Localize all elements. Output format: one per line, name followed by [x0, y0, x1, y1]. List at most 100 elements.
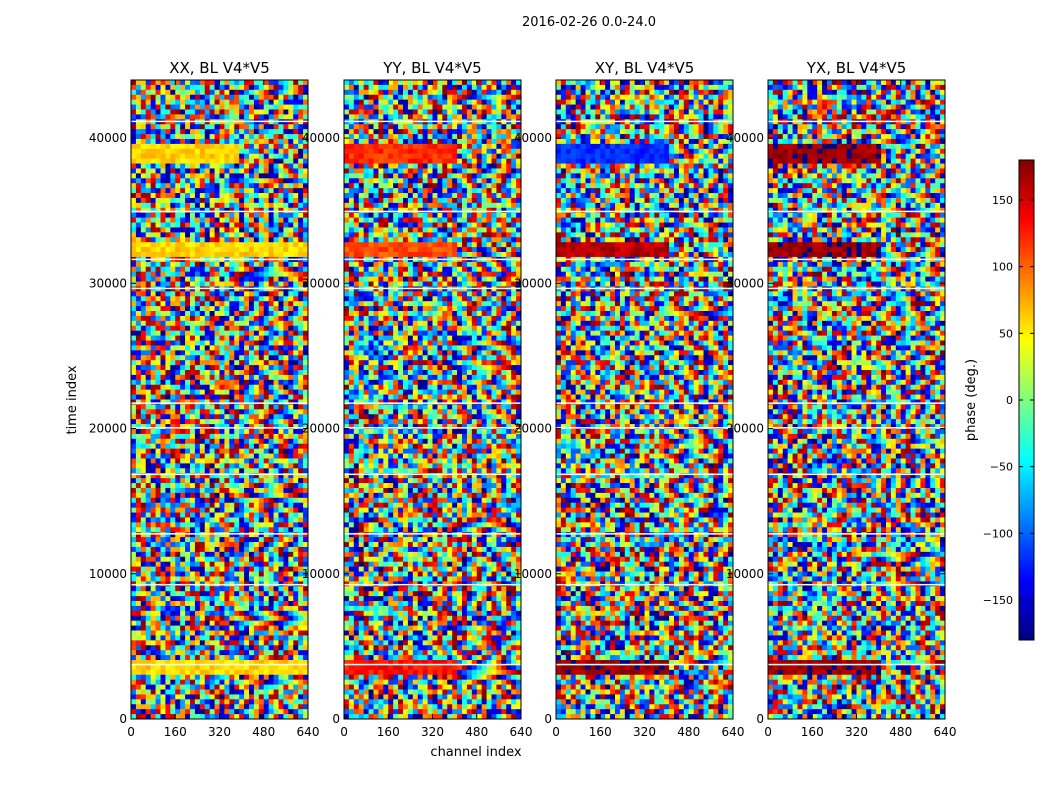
x-tick-label: 160	[801, 725, 824, 739]
flag-line	[556, 583, 733, 586]
colorbar-tick-label: 50	[999, 327, 1013, 340]
flag-line	[131, 258, 308, 261]
y-tick-label: 0	[119, 712, 127, 726]
x-axis-label: channel index	[430, 745, 521, 760]
flag-line	[344, 473, 521, 476]
panel-2: XY, BL V4*V5 0 160 320 480 640 0 10000 20000 3000…	[514, 59, 745, 739]
flag-line	[344, 287, 521, 290]
colorbar-tick-label: −100	[983, 527, 1013, 540]
panel-1: YY, BL V4*V5 0 160 320 480 640 0 10000 20000 3000…	[302, 59, 533, 739]
x-tick-label: 0	[552, 725, 560, 739]
x-tick-label: 480	[465, 725, 488, 739]
x-tick-label: 480	[252, 725, 275, 739]
y-tick-label: 40000	[89, 131, 127, 145]
y-tick-label: 20000	[514, 422, 552, 436]
x-tick-label: 160	[589, 725, 612, 739]
y-tick-label: 10000	[514, 567, 552, 581]
flag-line	[344, 120, 521, 123]
colorbar-tick-label: 0	[1006, 394, 1013, 407]
panel-title: XX, BL V4*V5	[169, 59, 270, 77]
flag-line	[768, 583, 945, 586]
x-tick-label: 320	[845, 725, 868, 739]
x-tick-label: 480	[889, 725, 912, 739]
y-tick-label: 30000	[302, 276, 340, 290]
flag-line	[768, 473, 945, 476]
flag-line	[556, 210, 733, 213]
flag-line	[344, 663, 521, 666]
flag-line	[556, 533, 733, 535]
colorbar-tick-label: −50	[990, 461, 1013, 474]
panel-title: YY, BL V4*V5	[382, 59, 481, 77]
flag-line	[556, 402, 733, 404]
flag-line	[556, 258, 733, 261]
x-tick-label: 320	[208, 725, 231, 739]
y-tick-label: 0	[544, 712, 552, 726]
flag-line	[768, 427, 945, 429]
y-tick-label: 0	[332, 712, 340, 726]
flag-line	[131, 287, 308, 290]
panel-3: YX, BL V4*V5 0 160 320 480 640 0 10000 20000 3000…	[726, 59, 957, 739]
x-tick-label: 640	[510, 725, 533, 739]
flag-line	[131, 533, 308, 535]
x-tick-label: 0	[764, 725, 772, 739]
flag-line	[768, 287, 945, 290]
y-tick-label: 30000	[89, 276, 127, 290]
x-tick-label: 640	[297, 725, 320, 739]
flag-line	[768, 533, 945, 535]
y-tick-label: 20000	[302, 422, 340, 436]
flag-line	[344, 427, 521, 429]
y-tick-label: 10000	[302, 567, 340, 581]
panels-group: XX, BL V4*V5 0 160 320 480 640 0 10000 20000 3000…	[89, 59, 957, 739]
y-tick-label: 10000	[726, 567, 764, 581]
panel-title: XY, BL V4*V5	[595, 59, 695, 77]
flag-line	[768, 120, 945, 123]
flag-line	[556, 287, 733, 290]
flag-line	[131, 210, 308, 213]
flag-line	[556, 427, 733, 429]
x-tick-label: 480	[677, 725, 700, 739]
flag-line	[131, 120, 308, 123]
x-tick-label: 0	[340, 725, 348, 739]
colorbar-tick-label: 150	[992, 194, 1013, 207]
flag-line	[131, 473, 308, 476]
colorbar-label: phase (deg.)	[964, 359, 979, 441]
y-tick-label: 20000	[726, 422, 764, 436]
flag-line	[131, 427, 308, 429]
flag-line	[768, 210, 945, 213]
colorbar: −150 −100 −50 0 50 100 150	[983, 159, 1035, 641]
y-tick-label: 30000	[726, 276, 764, 290]
flag-line	[131, 402, 308, 404]
flag-line	[131, 663, 308, 666]
y-tick-label: 40000	[302, 131, 340, 145]
flag-line	[556, 120, 733, 123]
flag-line	[556, 473, 733, 476]
y-axis-label: time index	[65, 365, 80, 434]
y-tick-label: 40000	[514, 131, 552, 145]
x-tick-label: 320	[633, 725, 656, 739]
y-tick-label: 40000	[726, 131, 764, 145]
flag-line	[768, 258, 945, 261]
phase-image	[131, 80, 309, 720]
colorbar-tick-label: 100	[992, 261, 1013, 274]
colorbar-tick-label: −150	[983, 594, 1013, 607]
x-tick-label: 640	[722, 725, 745, 739]
figure-suptitle: 2016-02-26 0.0-24.0	[522, 15, 656, 30]
x-tick-label: 160	[377, 725, 400, 739]
flag-line	[344, 258, 521, 261]
flag-line	[344, 583, 521, 586]
flag-line	[344, 210, 521, 213]
flag-line	[131, 583, 308, 586]
phase-image	[344, 80, 522, 720]
x-tick-label: 640	[934, 725, 957, 739]
y-tick-label: 10000	[89, 567, 127, 581]
phase-image	[768, 80, 946, 720]
y-tick-label: 0	[756, 712, 764, 726]
panel-title: YX, BL V4*V5	[806, 59, 907, 77]
x-tick-label: 0	[127, 725, 135, 739]
flag-line	[344, 533, 521, 535]
y-tick-label: 30000	[514, 276, 552, 290]
phase-image	[556, 80, 734, 720]
x-tick-label: 320	[421, 725, 444, 739]
x-tick-label: 160	[164, 725, 187, 739]
